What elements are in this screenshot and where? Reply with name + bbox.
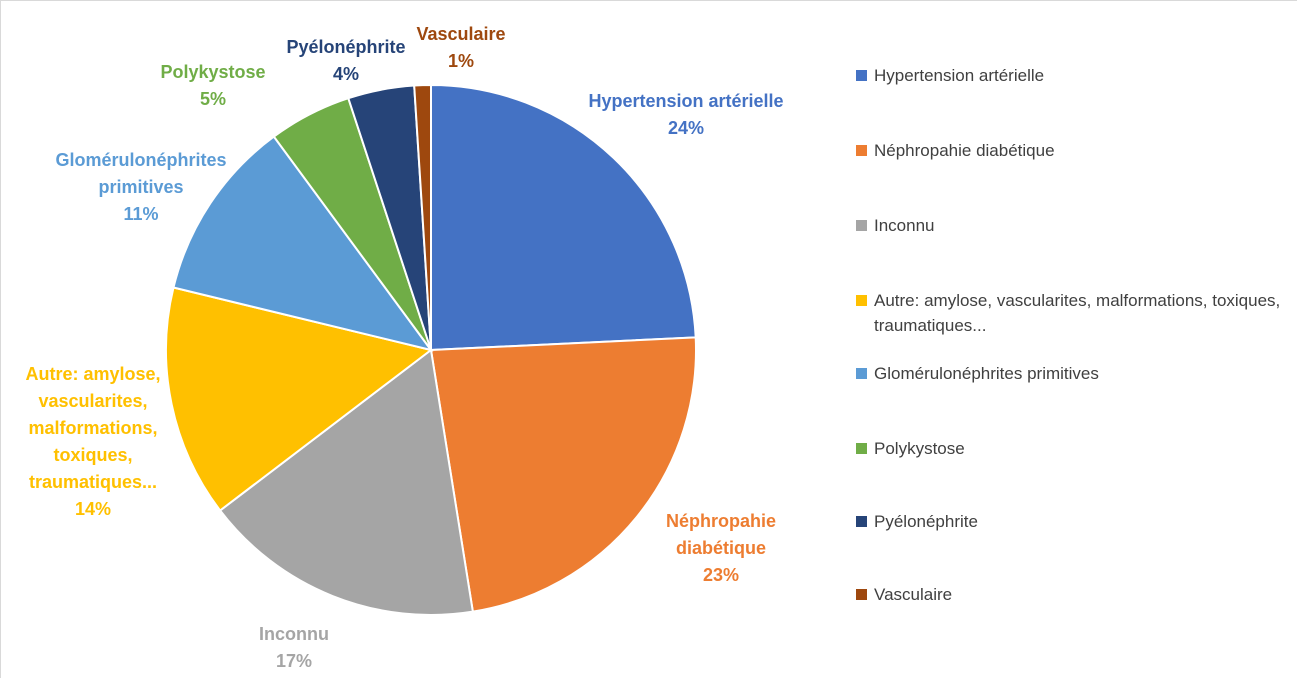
pie-slice	[413, 83, 432, 351]
data-label-category: Pyélonéphrite	[286, 37, 406, 57]
data-label-category: Autre: amylose, vascularites, malformati…	[25, 364, 161, 492]
data-label: Hypertension artérielle 24%	[586, 88, 786, 142]
data-label: Néphropahie diabétique 23%	[621, 508, 821, 589]
pie-slice	[430, 83, 697, 352]
legend-item: Inconnu	[856, 213, 1294, 238]
pie-slice	[165, 286, 434, 512]
data-label-category: Inconnu	[259, 624, 329, 644]
legend-swatch	[856, 295, 867, 306]
pie-slice	[172, 135, 434, 352]
data-label-value: 5%	[199, 89, 226, 109]
pie-slice	[429, 336, 697, 613]
data-label-value: 11%	[123, 204, 159, 224]
legend-swatch	[856, 516, 867, 527]
legend-label: Hypertension artérielle	[874, 66, 1045, 85]
legend-item: Polykystose	[856, 436, 1294, 461]
data-label-category: Glomérulonéphrites primitives	[55, 150, 227, 197]
legend-label: Néphropahie diabétique	[874, 141, 1055, 160]
data-label-category: Néphropahie diabétique	[665, 511, 776, 558]
legend-item: Vasculaire	[856, 582, 1294, 607]
legend-label: Autre: amylose, vascularites, malformati…	[874, 291, 1281, 335]
data-label-category: Polykystose	[160, 62, 266, 82]
data-label-value: 23%	[702, 565, 740, 585]
legend-item: Pyélonéphrite	[856, 509, 1294, 534]
data-label-category: Vasculaire	[416, 24, 506, 44]
legend-label: Glomérulonéphrites primitives	[874, 364, 1099, 383]
legend-label: Pyélonéphrite	[874, 512, 978, 531]
data-label-value: 1%	[447, 51, 474, 71]
data-label: Polykystose 5%	[113, 59, 313, 113]
legend-item: Néphropahie diabétique	[856, 138, 1294, 163]
data-label: Vasculaire 1%	[361, 21, 561, 75]
legend-item: Autre: amylose, vascularites, malformati…	[856, 288, 1294, 338]
legend-item: Glomérulonéphrites primitives	[856, 361, 1294, 386]
legend-swatch	[856, 589, 867, 600]
data-label: Glomérulonéphrites primitives 11%	[26, 147, 256, 228]
legend-item: Hypertension artérielle	[856, 63, 1294, 88]
legend-label: Vasculaire	[874, 585, 953, 604]
legend-swatch	[856, 443, 867, 454]
legend-label: Inconnu	[874, 216, 935, 235]
legend-swatch	[856, 145, 867, 156]
legend-swatch	[856, 220, 867, 231]
data-label-category: Hypertension artérielle	[588, 91, 784, 111]
data-label: Autre: amylose, vascularites, malformati…	[6, 361, 181, 523]
pie-slice	[218, 348, 475, 616]
data-label-value: 4%	[332, 64, 359, 84]
data-label-value: 24%	[667, 118, 705, 138]
data-label: Pyélonéphrite 4%	[246, 34, 446, 88]
legend-swatch	[856, 70, 867, 81]
legend-swatch	[856, 368, 867, 379]
legend-label: Polykystose	[874, 439, 965, 458]
data-label-value: 14%	[74, 499, 112, 519]
data-label: Inconnu 17%	[194, 621, 394, 675]
data-label-value: 17%	[275, 651, 313, 671]
